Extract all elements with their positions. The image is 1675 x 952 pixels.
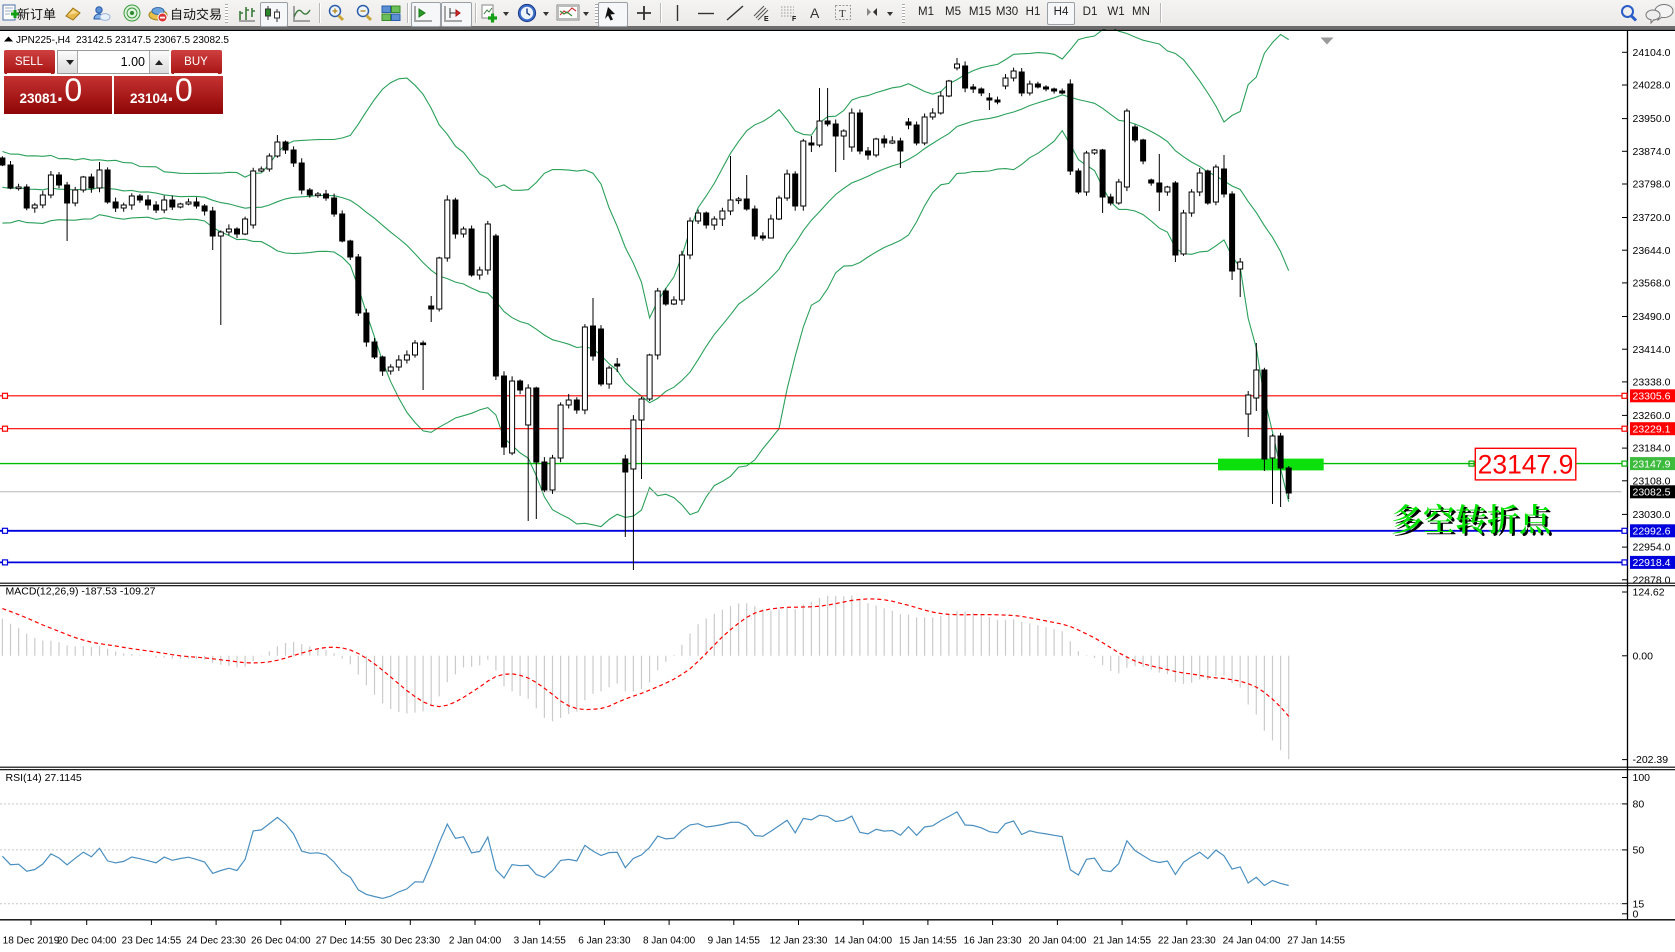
svg-text:23720.0: 23720.0 xyxy=(1633,212,1671,224)
svg-text:18 Dec 2019: 18 Dec 2019 xyxy=(3,936,60,947)
svg-text:23798.0: 23798.0 xyxy=(1633,179,1671,191)
svg-text:23147.9: 23147.9 xyxy=(1478,450,1574,480)
svg-text:124.62: 124.62 xyxy=(1633,587,1665,599)
svg-text:14 Jan 04:00: 14 Jan 04:00 xyxy=(834,936,892,947)
svg-text:20 Dec 04:00: 20 Dec 04:00 xyxy=(57,936,117,947)
svg-text:24028.0: 24028.0 xyxy=(1633,80,1671,92)
svg-text:27 Dec 14:55: 27 Dec 14:55 xyxy=(316,936,376,947)
svg-text:23568.0: 23568.0 xyxy=(1633,278,1671,290)
svg-text:50: 50 xyxy=(1633,845,1645,857)
svg-text:9 Jan 14:55: 9 Jan 14:55 xyxy=(708,936,761,947)
svg-text:23338.0: 23338.0 xyxy=(1633,377,1671,389)
svg-text:3 Jan 14:55: 3 Jan 14:55 xyxy=(514,936,567,947)
svg-text:27 Jan 14:55: 27 Jan 14:55 xyxy=(1287,936,1345,947)
svg-text:100: 100 xyxy=(1633,772,1651,784)
svg-text:15: 15 xyxy=(1633,898,1645,910)
svg-text:23644.0: 23644.0 xyxy=(1633,245,1671,257)
svg-text:-202.39: -202.39 xyxy=(1633,754,1669,766)
svg-text:8 Jan 04:00: 8 Jan 04:00 xyxy=(643,936,696,947)
svg-text:23260.0: 23260.0 xyxy=(1633,410,1671,422)
svg-text:0: 0 xyxy=(1633,908,1639,920)
svg-text:24104.0: 24104.0 xyxy=(1633,47,1671,59)
svg-text:0.00: 0.00 xyxy=(1633,650,1654,662)
svg-text:15 Jan 14:55: 15 Jan 14:55 xyxy=(899,936,957,947)
svg-text:22954.0: 22954.0 xyxy=(1633,542,1671,554)
svg-text:21 Jan 14:55: 21 Jan 14:55 xyxy=(1093,936,1151,947)
svg-text:16 Jan 23:30: 16 Jan 23:30 xyxy=(964,936,1022,947)
svg-text:T: T xyxy=(839,8,846,20)
svg-text:23950.0: 23950.0 xyxy=(1633,113,1671,125)
svg-text:2 Jan 04:00: 2 Jan 04:00 xyxy=(449,936,502,947)
svg-text:E: E xyxy=(764,16,769,23)
svg-text:23305.6: 23305.6 xyxy=(1633,391,1671,403)
svg-text:24 Dec 23:30: 24 Dec 23:30 xyxy=(186,936,246,947)
svg-text:F: F xyxy=(792,16,797,23)
svg-text:20 Jan 04:00: 20 Jan 04:00 xyxy=(1028,936,1086,947)
svg-text:26 Dec 04:00: 26 Dec 04:00 xyxy=(251,936,311,947)
svg-text:RSI(14) 27.1145: RSI(14) 27.1145 xyxy=(6,772,82,784)
svg-text:6 Jan 23:30: 6 Jan 23:30 xyxy=(578,936,631,947)
svg-text:23082.5: 23082.5 xyxy=(1633,487,1671,499)
svg-text:24 Jan 04:00: 24 Jan 04:00 xyxy=(1223,936,1281,947)
svg-text:22918.4: 22918.4 xyxy=(1633,557,1671,569)
svg-text:23490.0: 23490.0 xyxy=(1633,311,1671,323)
svg-text:23147.9: 23147.9 xyxy=(1633,458,1671,470)
svg-text:23184.0: 23184.0 xyxy=(1633,443,1671,455)
svg-text:MACD(12,26,9) -187.53 -109.27: MACD(12,26,9) -187.53 -109.27 xyxy=(6,586,156,598)
svg-text:12 Jan 23:30: 12 Jan 23:30 xyxy=(770,936,828,947)
svg-text:23030.0: 23030.0 xyxy=(1633,509,1671,521)
svg-text:22878.0: 22878.0 xyxy=(1633,574,1671,586)
svg-text:22 Jan 23:30: 22 Jan 23:30 xyxy=(1158,936,1216,947)
svg-text:80: 80 xyxy=(1633,799,1645,811)
svg-text:23229.1: 23229.1 xyxy=(1633,424,1671,436)
svg-text:23414.0: 23414.0 xyxy=(1633,344,1671,356)
svg-text:23108.0: 23108.0 xyxy=(1633,475,1671,487)
svg-text:30 Dec 23:30: 30 Dec 23:30 xyxy=(381,936,441,947)
svg-text:23 Dec 14:55: 23 Dec 14:55 xyxy=(122,936,182,947)
svg-text:JPN225-,H4 23142.5 23147.5 23: JPN225-,H4 23142.5 23147.5 23067.5 23082… xyxy=(16,35,229,46)
svg-text:22992.6: 22992.6 xyxy=(1633,526,1671,538)
svg-text:23874.0: 23874.0 xyxy=(1633,146,1671,158)
